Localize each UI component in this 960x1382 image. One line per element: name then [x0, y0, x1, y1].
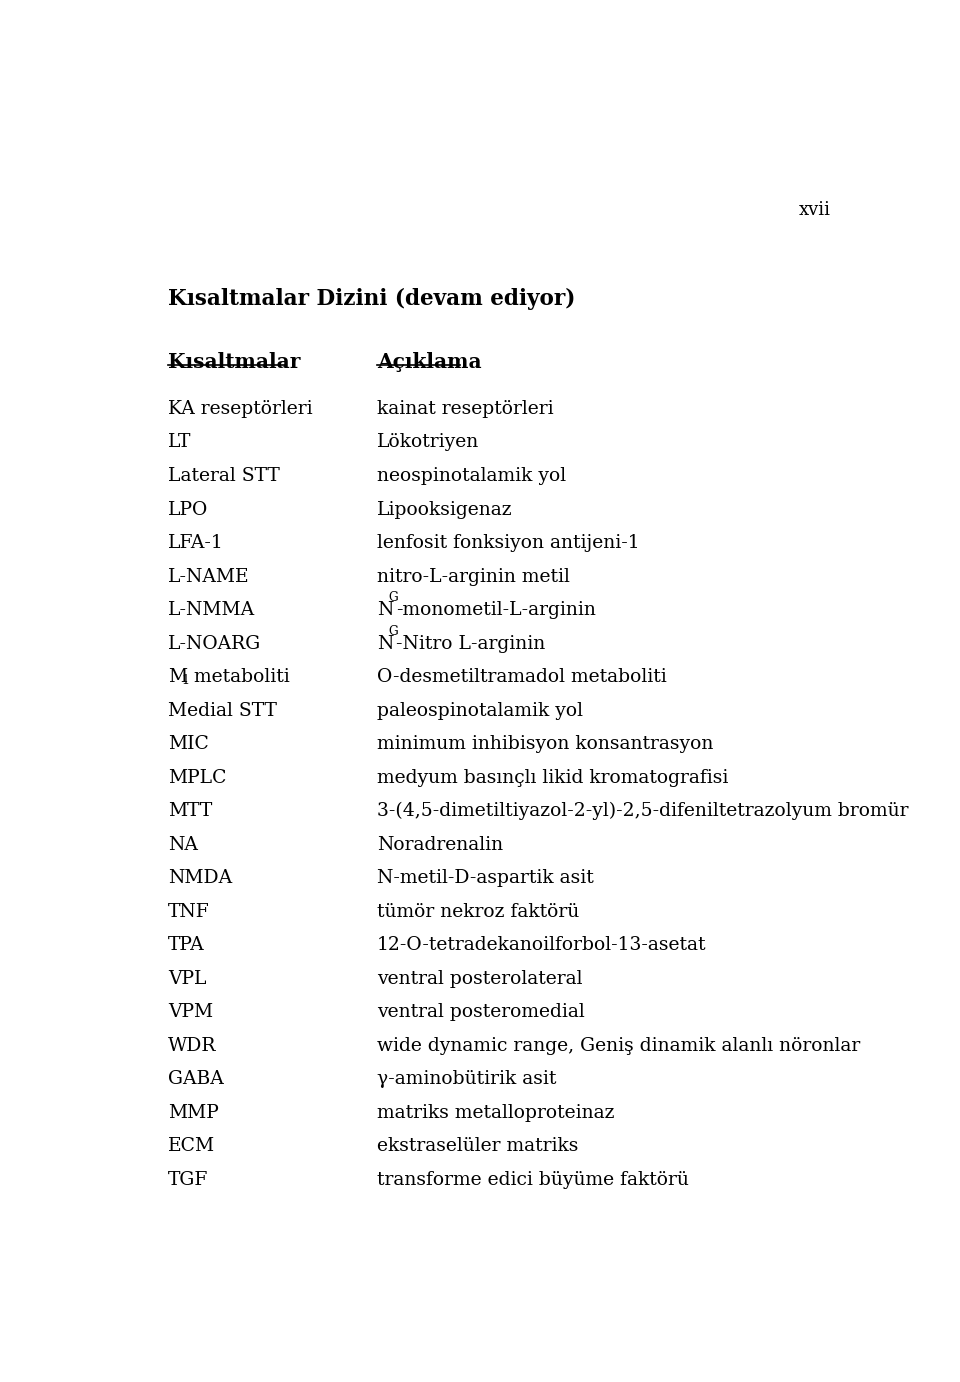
Text: N: N [376, 601, 393, 619]
Text: xvii: xvii [799, 200, 830, 218]
Text: NMDA: NMDA [168, 869, 232, 887]
Text: VPM: VPM [168, 1003, 213, 1021]
Text: VPL: VPL [168, 970, 206, 988]
Text: Lipooksigenaz: Lipooksigenaz [376, 500, 513, 518]
Text: Kısaltmalar Dizini (devam ediyor): Kısaltmalar Dizini (devam ediyor) [168, 289, 576, 311]
Text: medyum basınçlı likid kromatografisi: medyum basınçlı likid kromatografisi [376, 768, 728, 786]
Text: lenfosit fonksiyon antijeni-1: lenfosit fonksiyon antijeni-1 [376, 533, 639, 551]
Text: ventral posterolateral: ventral posterolateral [376, 970, 582, 988]
Text: γ-aminobütirik asit: γ-aminobütirik asit [376, 1070, 556, 1089]
Text: LT: LT [168, 434, 192, 452]
Text: MMP: MMP [168, 1104, 219, 1122]
Text: Medial STT: Medial STT [168, 702, 277, 720]
Text: ekstraselüler matriks: ekstraselüler matriks [376, 1137, 578, 1155]
Text: 12-O-tetradekanoilforbol-13-asetat: 12-O-tetradekanoilforbol-13-asetat [376, 936, 707, 955]
Text: LFA-1: LFA-1 [168, 533, 224, 551]
Text: ventral posteromedial: ventral posteromedial [376, 1003, 585, 1021]
Text: MPLC: MPLC [168, 768, 227, 786]
Text: Lateral STT: Lateral STT [168, 467, 280, 485]
Text: N-metil-D-aspartik asit: N-metil-D-aspartik asit [376, 869, 593, 887]
Text: L-NMMA: L-NMMA [168, 601, 255, 619]
Text: neospinotalamik yol: neospinotalamik yol [376, 467, 565, 485]
Text: tümör nekroz faktörü: tümör nekroz faktörü [376, 902, 579, 920]
Text: Kısaltmalar: Kısaltmalar [168, 352, 300, 372]
Text: paleospinotalamik yol: paleospinotalamik yol [376, 702, 583, 720]
Text: MTT: MTT [168, 802, 212, 820]
Text: -monometil-L-arginin: -monometil-L-arginin [396, 601, 596, 619]
Text: TNF: TNF [168, 902, 210, 920]
Text: L-NOARG: L-NOARG [168, 634, 262, 652]
Text: N: N [376, 634, 393, 652]
Text: G: G [388, 591, 398, 604]
Text: ECM: ECM [168, 1137, 215, 1155]
Text: NA: NA [168, 836, 198, 854]
Text: minimum inhibisyon konsantrasyon: minimum inhibisyon konsantrasyon [376, 735, 713, 753]
Text: wide dynamic range, Geniş dinamik alanlı nöronlar: wide dynamic range, Geniş dinamik alanlı… [376, 1036, 860, 1054]
Text: 1: 1 [181, 674, 189, 687]
Text: TPA: TPA [168, 936, 205, 955]
Text: LPO: LPO [168, 500, 208, 518]
Text: nitro-L-arginin metil: nitro-L-arginin metil [376, 568, 569, 586]
Text: -Nitro L-arginin: -Nitro L-arginin [396, 634, 545, 652]
Text: transforme edici büyüme faktörü: transforme edici büyüme faktörü [376, 1171, 688, 1189]
Text: 3-(4,5-dimetiltiyazol-2-yl)-2,5-difeniltetrazolyum bromür: 3-(4,5-dimetiltiyazol-2-yl)-2,5-difenilt… [376, 802, 908, 821]
Text: M: M [168, 668, 187, 685]
Text: metaboliti: metaboliti [188, 668, 290, 685]
Text: KA reseptörleri: KA reseptörleri [168, 399, 313, 417]
Text: Noradrenalin: Noradrenalin [376, 836, 503, 854]
Text: MIC: MIC [168, 735, 209, 753]
Text: kainat reseptörleri: kainat reseptörleri [376, 399, 553, 417]
Text: O-desmetiltramadol metaboliti: O-desmetiltramadol metaboliti [376, 668, 666, 685]
Text: Lökotriyen: Lökotriyen [376, 434, 479, 452]
Text: matriks metalloproteinaz: matriks metalloproteinaz [376, 1104, 614, 1122]
Text: Açıklama: Açıklama [376, 352, 481, 372]
Text: WDR: WDR [168, 1036, 217, 1054]
Text: L-NAME: L-NAME [168, 568, 250, 586]
Text: GABA: GABA [168, 1070, 224, 1089]
Text: G: G [388, 625, 398, 638]
Text: TGF: TGF [168, 1171, 208, 1189]
